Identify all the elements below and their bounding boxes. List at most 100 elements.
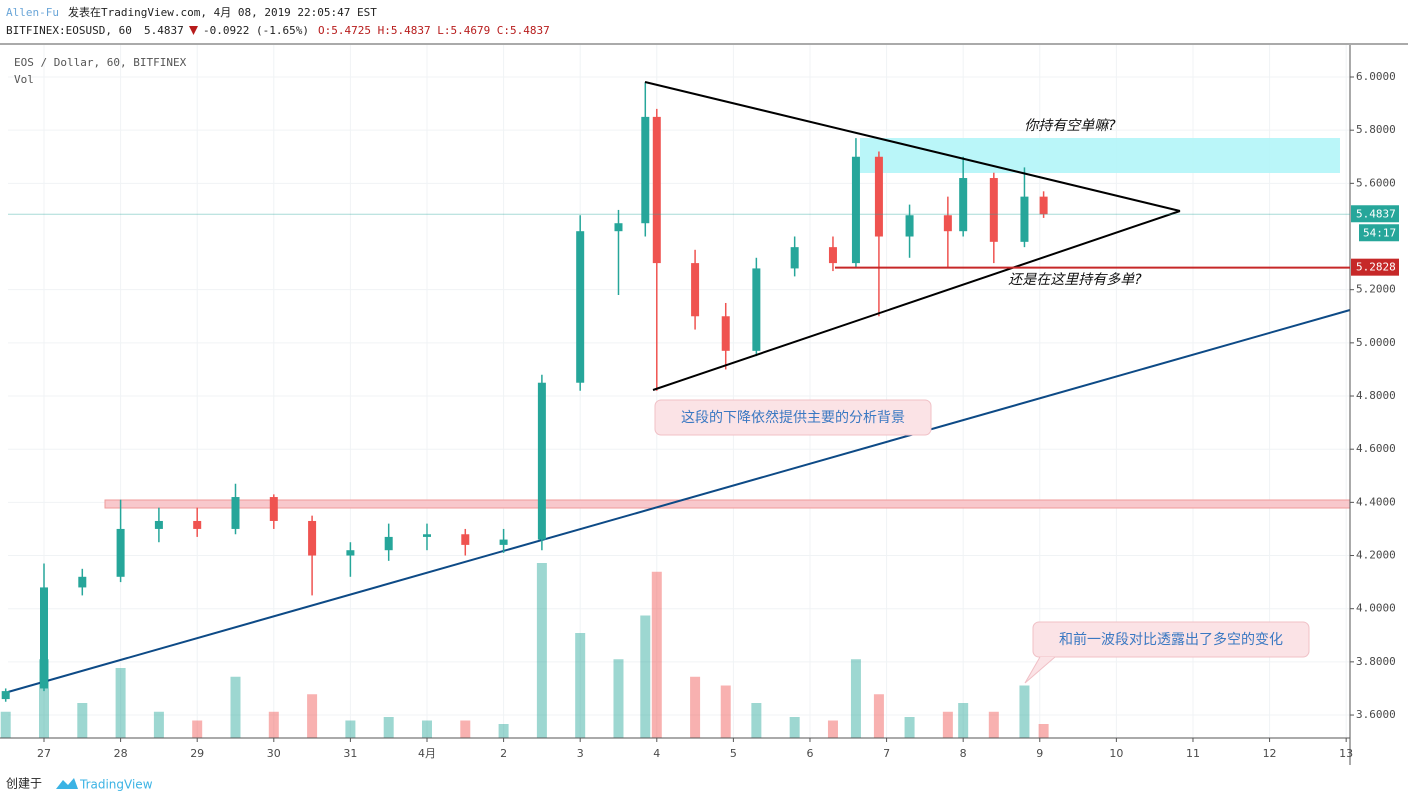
x-tick-label: 9: [1036, 747, 1043, 760]
candle-body: [614, 223, 623, 232]
symbol: BITFINEX:EOSUSD, 60: [6, 24, 132, 37]
candles: [1, 82, 1048, 702]
candle-body: [116, 528, 125, 577]
candle-body: [989, 178, 998, 242]
volume-bar: [575, 633, 586, 738]
y-tick-label: 5.8000: [1356, 123, 1396, 136]
x-tick-label: 4月: [418, 747, 436, 760]
candle-body: [308, 520, 317, 556]
candle-body: [959, 178, 968, 232]
candle-body: [874, 156, 883, 237]
candle-body: [721, 316, 730, 351]
candle-body: [231, 497, 240, 529]
candle-body: [1020, 196, 1029, 242]
last-price-tag: [1351, 205, 1399, 223]
volume-bar: [192, 720, 203, 738]
candle-body: [691, 263, 700, 317]
y-tick-label: 3.8000: [1356, 655, 1396, 668]
x-tick-label: 4: [653, 747, 660, 760]
x-tick-label: 11: [1186, 747, 1200, 760]
y-tick-label: 4.0000: [1356, 602, 1396, 615]
candle-body: [790, 247, 799, 269]
candle-body: [851, 156, 860, 264]
volume-bar: [536, 563, 547, 738]
candle-body: [1039, 196, 1048, 215]
candle-body: [641, 116, 650, 224]
y-tick-label: 4.8000: [1356, 389, 1396, 402]
x-tick-label: 30: [267, 747, 281, 760]
x-tick-label: 8: [960, 747, 967, 760]
candle-body: [943, 215, 952, 232]
change: -0.0922 (-1.65%): [203, 24, 309, 37]
candle-body: [346, 550, 355, 556]
volume-bar: [421, 720, 432, 738]
volume-bar: [789, 717, 800, 738]
volume-bar: [988, 711, 999, 738]
candle-body: [652, 116, 661, 264]
logo: [56, 778, 78, 789]
candle-body: [576, 231, 585, 383]
volume-bar: [720, 685, 731, 738]
countdown: 54:17: [1363, 226, 1396, 239]
volume-bar: [0, 711, 11, 738]
candle-body: [752, 268, 761, 351]
x-tick-label: 10: [1109, 747, 1123, 760]
grid: [8, 45, 1350, 738]
x-tick-label: 29: [190, 747, 204, 760]
volume-bar: [651, 571, 662, 738]
y-tick-label: 3.6000: [1356, 708, 1396, 721]
countdown-tag: [1359, 224, 1399, 242]
candle-body: [269, 497, 278, 521]
x-tick-label: 5: [730, 747, 737, 760]
volume-bar: [153, 711, 164, 738]
annotation: 这段的下降依然提供主要的分析背景: [681, 409, 905, 426]
triangle-lower: [652, 210, 1181, 391]
candle-body: [154, 520, 163, 529]
volume-bar: [268, 711, 279, 738]
level-label: 5.2828: [1356, 261, 1396, 274]
x-tick-label: 2: [500, 747, 507, 760]
candle-body: [828, 247, 837, 264]
candle-body: [422, 534, 431, 537]
volume-bar: [230, 676, 241, 738]
candle-body: [193, 520, 202, 529]
y-tick-label: 4.6000: [1356, 442, 1396, 455]
x-tick-label: 13: [1339, 747, 1353, 760]
candle-body: [499, 539, 508, 545]
y-tick-label: 4.2000: [1356, 549, 1396, 562]
candle-body: [537, 382, 546, 540]
volume-bar: [873, 694, 884, 738]
volume-bar: [39, 659, 50, 738]
candle-body: [905, 215, 914, 237]
x-tick-label: 28: [114, 747, 128, 760]
volume-bar: [690, 676, 701, 738]
volume-bar: [942, 711, 953, 738]
annotation: 还是在这里持有多单?: [1008, 272, 1142, 288]
volume-bar: [77, 703, 88, 738]
last-price-label: 5.4837: [1356, 207, 1396, 220]
volume-bar: [958, 703, 969, 738]
volume-bar: [904, 717, 915, 738]
volume-bar: [115, 668, 126, 738]
volume-bar: [307, 694, 318, 738]
volume-bar: [850, 659, 861, 738]
y-tick-label: 5.0000: [1356, 336, 1396, 349]
published: 发表在TradingView.com, 4月 08, 2019 22:05:47…: [68, 5, 377, 19]
y-tick-label: 5.6000: [1356, 176, 1396, 189]
trend-line: [7, 309, 1351, 693]
footer-brand[interactable]: TradingView: [79, 778, 153, 792]
volume-pane: [0, 563, 1049, 738]
candle-body: [78, 576, 87, 588]
candle-body: [461, 534, 470, 545]
author: Allen-Fu: [6, 6, 59, 19]
volume-bar: [613, 659, 624, 738]
candle-body: [40, 587, 49, 689]
level-tag: [1351, 258, 1399, 276]
volume-bar: [1038, 724, 1049, 738]
down-arrow: [189, 26, 198, 35]
chart-title: EOS / Dollar, 60, BITFINEX: [14, 56, 187, 69]
y-tick-label: 4.4000: [1356, 495, 1396, 508]
x-tick-label: 31: [343, 747, 357, 760]
volume-bar: [460, 720, 471, 738]
volume-bar: [827, 720, 838, 738]
